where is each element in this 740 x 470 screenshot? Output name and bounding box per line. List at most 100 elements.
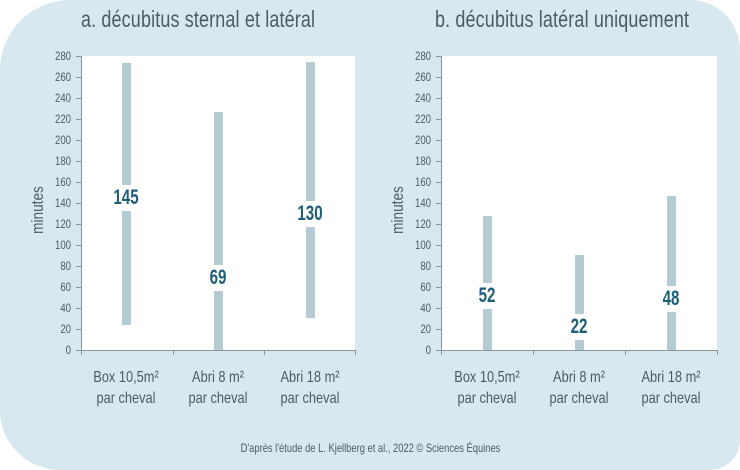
x-tick (441, 350, 442, 355)
chart-b-median-abri18: 48 (656, 286, 686, 312)
y-tick (436, 161, 441, 162)
category-line2: par cheval (188, 390, 248, 407)
chart-a-median-abri18: 130 (295, 201, 325, 227)
category-line1: Abri 8 m² (192, 369, 244, 386)
category-line1: Box 10,5m² (93, 369, 159, 386)
category-line1: Abri 18 m² (280, 369, 340, 386)
y-tick (76, 140, 81, 141)
y-tick-label: 0 (425, 343, 431, 357)
y-tick-label: 0 (65, 343, 71, 357)
source-credit-text: D'après l'étude de L. Kjellberg et al., … (240, 441, 500, 455)
y-tick-label: 100 (414, 238, 431, 252)
category-line2: par cheval (549, 390, 609, 407)
y-tick (76, 98, 81, 99)
y-tick (76, 203, 81, 204)
y-tick-label: 220 (414, 112, 431, 126)
x-tick (355, 350, 356, 355)
y-tick (76, 161, 81, 162)
y-tick-label: 20 (420, 322, 431, 336)
x-tick (533, 350, 534, 355)
source-credit: D'après l'étude de L. Kjellberg et al., … (0, 441, 740, 455)
y-tick-label: 180 (414, 154, 431, 168)
chart-b-title: b. décubitus latéral uniquement (435, 6, 690, 32)
y-tick-label: 260 (414, 70, 431, 84)
chart-a-category-abri8: Abri 8 m² par cheval (174, 367, 262, 409)
y-tick (436, 287, 441, 288)
y-tick-label: 80 (420, 259, 431, 273)
y-tick-label: 280 (414, 49, 431, 63)
y-tick-label: 60 (420, 280, 431, 294)
y-tick (436, 182, 441, 183)
chart-a-category-abri18: Abri 18 m² par cheval (266, 367, 354, 409)
chart-a-title: a. décubitus sternal et latéral (81, 6, 316, 32)
y-tick (436, 77, 441, 78)
y-tick (436, 224, 441, 225)
chart-a-x-axis (81, 350, 356, 351)
chart-b-category-box: Box 10,5m² par cheval (443, 367, 531, 409)
y-tick-label: 80 (60, 259, 71, 273)
category-line2: par cheval (457, 390, 517, 407)
category-line2: par cheval (96, 390, 156, 407)
chart-b-category-abri8: Abri 8 m² par cheval (535, 367, 623, 409)
chart-a-median-abri8: 69 (203, 265, 233, 291)
y-tick-label: 40 (420, 301, 431, 315)
y-tick (436, 119, 441, 120)
y-tick (436, 350, 441, 351)
y-tick-label: 60 (60, 280, 71, 294)
y-tick (436, 245, 441, 246)
chart-b-bar-abri8 (575, 255, 584, 350)
y-tick (76, 77, 81, 78)
y-tick-label: 200 (54, 133, 71, 147)
chart-b-median-abri8: 22 (564, 314, 594, 340)
y-tick (436, 140, 441, 141)
y-tick-label: 120 (54, 217, 71, 231)
category-line1: Abri 8 m² (553, 369, 605, 386)
y-tick (76, 119, 81, 120)
y-tick-label: 280 (54, 49, 71, 63)
category-line1: Box 10,5m² (454, 369, 520, 386)
y-tick-label: 180 (54, 154, 71, 168)
chart-b-y-axis (441, 56, 442, 351)
y-tick-label: 160 (414, 175, 431, 189)
x-tick (81, 350, 82, 355)
y-tick (76, 329, 81, 330)
chart-a-y-axis-label: minutes (27, 186, 47, 234)
y-tick-label: 240 (54, 91, 71, 105)
chart-b-y-axis-label: minutes (387, 186, 407, 234)
chart-a-category-box: Box 10,5m² par cheval (82, 367, 170, 409)
y-tick (76, 182, 81, 183)
y-tick-label: 40 (60, 301, 71, 315)
y-tick (436, 56, 441, 57)
y-tick-label: 20 (60, 322, 71, 336)
x-tick (625, 350, 626, 355)
y-tick (76, 350, 81, 351)
y-tick (436, 203, 441, 204)
y-tick (436, 98, 441, 99)
x-tick (173, 350, 174, 355)
y-tick-label: 160 (54, 175, 71, 189)
y-tick (76, 266, 81, 267)
y-tick (436, 266, 441, 267)
y-tick-label: 140 (54, 196, 71, 210)
y-tick (76, 224, 81, 225)
y-tick-label: 220 (54, 112, 71, 126)
chart-a-bar-abri8 (214, 112, 223, 350)
y-tick (436, 308, 441, 309)
y-tick (76, 308, 81, 309)
x-tick (717, 350, 718, 355)
y-tick-label: 140 (414, 196, 431, 210)
category-line1: Abri 18 m² (641, 369, 701, 386)
chart-a-median-box: 145 (111, 185, 141, 211)
y-tick (76, 56, 81, 57)
category-line2: par cheval (280, 390, 340, 407)
x-tick (264, 350, 265, 355)
y-tick-label: 100 (54, 238, 71, 252)
y-tick (436, 329, 441, 330)
chart-a-y-axis (81, 56, 82, 351)
y-tick (76, 287, 81, 288)
category-line2: par cheval (641, 390, 701, 407)
y-tick-label: 200 (414, 133, 431, 147)
chart-b-x-axis (441, 350, 718, 351)
chart-b-category-abri18: Abri 18 m² par cheval (627, 367, 715, 409)
y-tick-label: 120 (414, 217, 431, 231)
